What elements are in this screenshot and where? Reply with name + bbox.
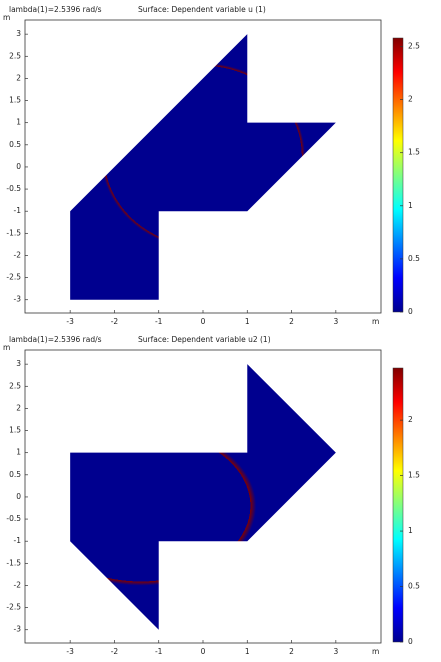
x-tick-label: -3: [66, 647, 74, 656]
y-tick-label: -1.5: [6, 228, 21, 237]
y-tick-label: -2: [14, 580, 22, 589]
x-tick-label: 2: [289, 317, 294, 326]
plot-subtitle: Surface: Dependent variable u (1): [138, 5, 266, 14]
x-tick-label: -2: [111, 647, 119, 656]
y-tick-label: 1.5: [9, 426, 21, 435]
colorbar-tick-label: 0: [408, 637, 413, 646]
x-tick-label: 0: [201, 647, 206, 656]
colorbar: [392, 37, 404, 313]
y-tick-label: 1: [16, 448, 21, 457]
x-tick-label: -1: [155, 647, 163, 656]
x-tick-label: -2: [111, 317, 119, 326]
plot-title: lambda(1)=2.5396 rad/s: [9, 5, 102, 14]
y-tick-label: -3: [14, 625, 22, 634]
colorbar: [392, 367, 404, 643]
y-tick-label: 0: [16, 162, 21, 171]
y-tick-label: 1: [16, 118, 21, 127]
x-tick-label: 1: [245, 317, 250, 326]
y-tick-label: 2.5: [9, 381, 21, 390]
plot-title: lambda(1)=2.5396 rad/s: [9, 335, 102, 344]
y-tick-label: 0.5: [9, 470, 21, 479]
y-tick-label: -1.5: [6, 558, 21, 567]
y-tick-label: -0.5: [6, 184, 21, 193]
y-tick-label: -2.5: [6, 603, 21, 612]
x-tick-label: 2: [289, 647, 294, 656]
colorbar-tick-label: 0: [408, 307, 413, 316]
y-tick-label: 0: [16, 492, 21, 501]
x-tick-label: 3: [333, 647, 338, 656]
y-tick-label: -0.5: [6, 514, 21, 523]
x-tick-label: -3: [66, 317, 74, 326]
surface: [70, 364, 336, 630]
y-tick-label: -2.5: [6, 273, 21, 282]
colorbar-tick-label: 2.5: [408, 41, 420, 50]
colorbar-tick-label: 0.5: [408, 254, 420, 263]
y-tick-label: -1: [14, 536, 22, 545]
x-tick-label: 1: [245, 647, 250, 656]
y-unit-label: m: [3, 13, 10, 22]
x-tick-label: 3: [333, 317, 338, 326]
x-tick-label: -1: [155, 317, 163, 326]
colorbar-tick-label: 1.5: [408, 148, 420, 157]
y-tick-label: -1: [14, 206, 22, 215]
x-tick-label: 0: [201, 317, 206, 326]
y-tick-label: 1.5: [9, 96, 21, 105]
colorbar-tick-label: 2: [408, 95, 413, 104]
y-tick-label: 2: [16, 73, 21, 82]
colorbar-tick-label: 1.5: [408, 471, 420, 480]
colorbar-tick-label: 1: [408, 201, 413, 210]
colorbar-tick-label: 2: [408, 415, 413, 424]
y-tick-label: -3: [14, 295, 22, 304]
plot-subtitle: Surface: Dependent variable u2 (1): [138, 335, 271, 344]
y-unit-label: m: [3, 343, 10, 352]
x-unit-label: m: [372, 317, 379, 326]
y-tick-label: -2: [14, 250, 22, 259]
y-tick-label: 2.5: [9, 51, 21, 60]
y-tick-label: 2: [16, 403, 21, 412]
y-tick-label: 0.5: [9, 140, 21, 149]
y-tick-label: 3: [16, 29, 21, 38]
x-unit-label: m: [372, 647, 379, 656]
colorbar-tick-label: 1: [408, 526, 413, 535]
y-tick-label: 3: [16, 359, 21, 368]
surface: [70, 34, 336, 300]
colorbar-tick-label: 0.5: [408, 582, 420, 591]
